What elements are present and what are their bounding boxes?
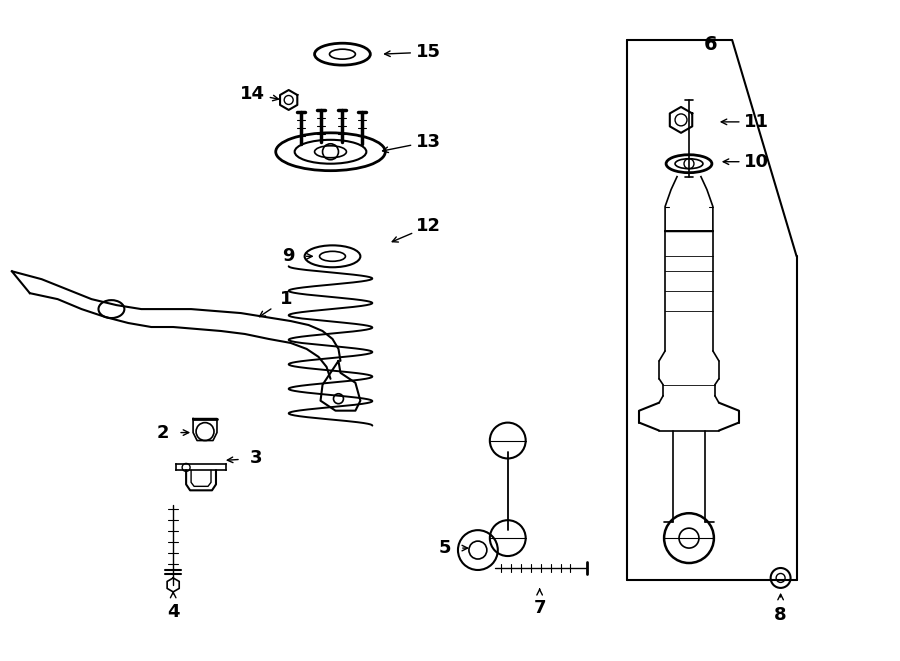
Text: 4: 4 [166,603,179,621]
Text: 11: 11 [744,113,770,131]
Text: 3: 3 [249,449,262,467]
Text: 10: 10 [744,153,770,171]
Text: 6: 6 [704,35,717,54]
Text: 8: 8 [774,605,787,624]
Text: 12: 12 [416,217,441,235]
Text: 15: 15 [416,43,441,61]
Text: 5: 5 [439,539,451,557]
Text: 7: 7 [534,599,546,617]
Text: 13: 13 [416,133,441,151]
Text: 9: 9 [283,247,295,265]
Text: 1: 1 [279,290,292,308]
Text: 2: 2 [157,424,169,442]
Text: 14: 14 [240,85,266,103]
